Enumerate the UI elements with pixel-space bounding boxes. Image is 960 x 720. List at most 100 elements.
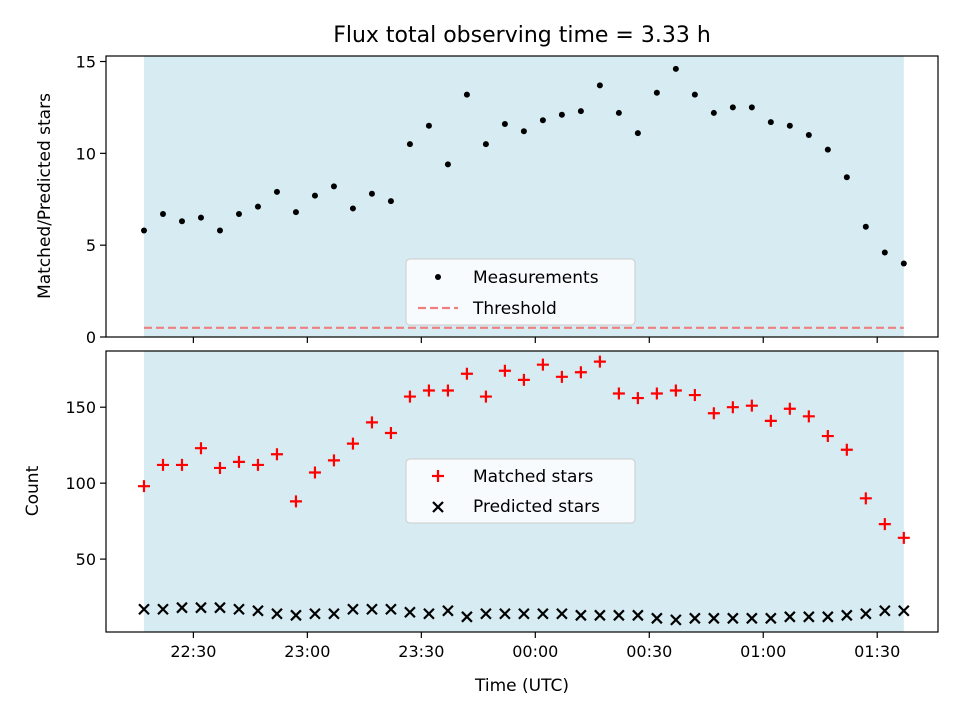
matched-stars-point — [650, 387, 663, 400]
count-legend: Matched stars Predicted stars — [405, 458, 636, 524]
x-axis-label: Time (UTC) — [474, 676, 569, 696]
measurement-point — [292, 209, 299, 216]
measurement-point — [520, 128, 527, 135]
predicted-stars-point — [594, 609, 606, 622]
matched-stars-point — [422, 384, 435, 397]
predicted-stars-point — [252, 604, 264, 617]
measurement-point — [729, 104, 736, 111]
matched-stars-point — [194, 442, 207, 455]
predicted-stars-point — [556, 607, 568, 620]
measurement-point — [159, 210, 166, 217]
x-tick-label: 22:30 — [170, 642, 216, 661]
measurement-point — [216, 227, 223, 234]
matched-stars-point — [802, 410, 815, 423]
matched-stars-point — [156, 458, 169, 471]
legend-matched-marker — [432, 470, 444, 482]
predicted-stars-point — [575, 609, 587, 622]
predicted-stars-point — [423, 607, 435, 620]
x-tick-label: 00:00 — [512, 642, 558, 661]
predicted-stars-point — [689, 612, 701, 625]
predicted-stars-point — [727, 612, 739, 625]
predicted-stars-point — [214, 601, 226, 614]
measurement-point — [330, 183, 337, 190]
matched-stars-point — [555, 370, 568, 383]
matched-stars-point — [175, 458, 188, 471]
measurement-point — [501, 120, 508, 127]
count-marks — [137, 355, 910, 626]
y-tick-label: 150 — [65, 398, 96, 417]
matched-stars-point — [327, 454, 340, 467]
measurement-point — [444, 161, 451, 168]
predicted-stars-point — [309, 607, 321, 620]
measurement-point — [577, 108, 584, 115]
y-tick-label: 100 — [65, 474, 96, 493]
matched-stars-point — [688, 389, 701, 402]
measurement-point — [178, 218, 185, 225]
measurement-point — [558, 111, 565, 118]
measurement-point — [539, 117, 546, 124]
measurement-point — [710, 109, 717, 116]
y-tick-label: 15 — [76, 53, 96, 72]
predicted-stars-point — [670, 614, 682, 626]
measurement-point — [748, 104, 755, 111]
y-tick-label: 5 — [86, 236, 96, 255]
matched-stars-point — [707, 407, 720, 420]
matched-stars-point — [631, 392, 644, 405]
measurement-point — [615, 109, 622, 116]
predicted-stars-point — [404, 606, 416, 619]
predicted-stars-point — [347, 603, 359, 615]
matched-stars-point — [821, 430, 834, 443]
legend-matched-label: Matched stars — [473, 467, 593, 487]
matched-stars-point — [384, 427, 397, 440]
ratio-marks — [140, 65, 907, 329]
measurement-point — [463, 91, 470, 98]
predicted-stars-point — [271, 607, 283, 620]
matched-stars-point — [669, 384, 682, 397]
predicted-stars-point — [651, 612, 663, 625]
predicted-stars-point — [328, 607, 340, 620]
measurement-point — [824, 146, 831, 153]
measurement-point — [672, 65, 679, 72]
matched-stars-point — [783, 402, 796, 415]
matched-stars-point — [308, 466, 321, 479]
predicted-stars-point — [860, 607, 872, 620]
panel-ratio: 0 5 10 15 Matched/Predicted stars Measureme… — [35, 53, 939, 347]
matched-stars-point — [498, 364, 511, 377]
chart-title: Flux total observing time = 3.33 h — [333, 23, 711, 48]
measurement-point — [900, 260, 907, 267]
matched-stars-point — [726, 401, 739, 414]
measurement-point — [311, 192, 318, 199]
measurement-point — [140, 227, 147, 234]
predicted-stars-point — [784, 611, 796, 623]
predicted-stars-point — [746, 612, 758, 625]
measurement-point — [425, 122, 432, 129]
count-y-label: Count — [23, 465, 43, 516]
predicted-stars-point — [233, 603, 245, 615]
matched-stars-point — [251, 458, 264, 471]
predicted-stars-point — [613, 609, 625, 622]
panel-count: 50 100 150 22:30 23:00 23:30 00:00 00:30 01:00 01… — [23, 350, 939, 696]
measurement-point — [862, 223, 869, 230]
matched-stars-point — [517, 373, 530, 386]
predicted-stars-point — [822, 611, 834, 623]
matched-stars-point — [897, 531, 910, 544]
measurement-point — [881, 249, 888, 256]
measurement-point — [235, 210, 242, 217]
y-tick-label: 50 — [76, 550, 96, 569]
predicted-stars-point — [176, 601, 188, 614]
measurement-point — [767, 119, 774, 126]
matched-stars-point — [137, 480, 150, 493]
matched-stars-point — [346, 437, 359, 450]
y-tick-label: 10 — [76, 144, 96, 163]
predicted-stars-point — [841, 609, 853, 622]
measurement-point — [387, 198, 394, 205]
predicted-stars-point — [765, 612, 777, 625]
legend-predicted-label: Predicted stars — [473, 497, 600, 517]
matched-stars-point — [612, 387, 625, 400]
matched-stars-point — [270, 448, 283, 461]
measurement-point — [254, 203, 261, 210]
ratio-ticks: 0 5 10 15 — [76, 53, 878, 347]
ratio-legend: Measurements Threshold — [405, 258, 636, 326]
matched-stars-point — [745, 399, 758, 412]
measurement-point — [691, 91, 698, 98]
